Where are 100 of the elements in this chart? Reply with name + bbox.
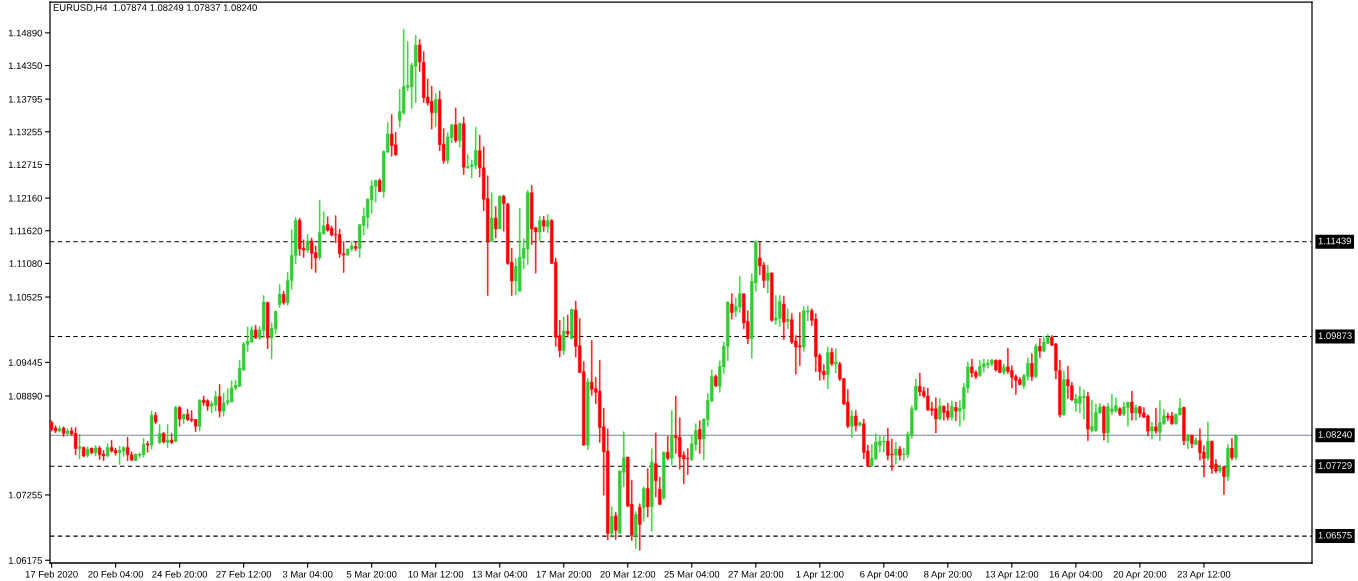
candlestick xyxy=(213,390,218,412)
candlestick xyxy=(221,392,226,417)
candlestick xyxy=(834,348,838,374)
candlestick xyxy=(1206,421,1210,461)
candlestick xyxy=(610,506,614,538)
candlestick xyxy=(1066,366,1070,399)
candlestick xyxy=(161,432,166,444)
candlestick xyxy=(934,397,938,434)
candlestick xyxy=(830,347,834,366)
candlestick xyxy=(97,445,102,460)
y-tick-label: 1.11620 xyxy=(9,227,42,235)
candlestick xyxy=(714,374,718,388)
candlestick xyxy=(562,316,566,356)
candlestick xyxy=(894,441,898,465)
candlestick xyxy=(1194,437,1198,446)
candlestick xyxy=(309,237,314,270)
x-tick-label: 5 Mar 20:00 xyxy=(346,570,397,578)
candlestick xyxy=(918,372,922,397)
candlestick xyxy=(261,295,266,339)
candlestick xyxy=(277,284,282,308)
candlestick xyxy=(61,426,66,437)
candlestick xyxy=(125,436,130,461)
candlestick xyxy=(982,358,986,373)
y-tick-label: 1.11080 xyxy=(9,260,42,267)
candlestick xyxy=(494,206,498,239)
candlestick xyxy=(390,114,394,157)
candlestick xyxy=(297,217,302,256)
candlestick xyxy=(89,447,94,455)
x-tick-label: 13 Mar 04:00 xyxy=(472,570,528,578)
candlestick xyxy=(1038,338,1042,359)
candlestick xyxy=(1186,433,1190,449)
ref-line-label: 1.08240 xyxy=(1318,431,1352,438)
candlestick xyxy=(1190,434,1194,449)
candlestick xyxy=(614,511,618,540)
y-tick-label: 1.12160 xyxy=(8,194,42,202)
candlestick xyxy=(650,448,654,532)
candlestick xyxy=(666,435,670,461)
ref-line-label: 1.11439 xyxy=(1318,237,1351,245)
y-tick-label: 1.13795 xyxy=(8,95,42,103)
y-tick-label: 1.08890 xyxy=(8,392,42,400)
candlestick xyxy=(782,295,786,340)
candlestick xyxy=(778,295,782,327)
candlestick xyxy=(638,503,642,551)
candlestick xyxy=(205,399,210,411)
candlestick xyxy=(85,446,90,458)
x-tick-label: 27 Mar 20:00 xyxy=(728,570,784,578)
candlestick xyxy=(229,380,234,403)
candlestick xyxy=(117,445,122,465)
candlestick xyxy=(253,324,258,339)
candlestick xyxy=(145,441,150,453)
candlestick xyxy=(217,384,222,418)
candlestick xyxy=(1222,465,1226,495)
candlestick xyxy=(986,359,990,369)
candlestick xyxy=(458,122,462,148)
candlestick xyxy=(1138,406,1142,418)
candlestick xyxy=(1030,353,1034,382)
candlestick xyxy=(738,275,742,313)
candlestick xyxy=(57,425,62,433)
candlestick xyxy=(265,301,270,350)
candlestick xyxy=(1090,399,1094,433)
candlestick xyxy=(133,453,138,461)
candlestick xyxy=(50,420,54,432)
x-tick-label: 25 Mar 04:00 xyxy=(664,570,720,578)
candlestick xyxy=(898,445,902,461)
candlestick xyxy=(434,93,438,127)
chart-title: EURUSD,H4 1.07874 1.08249 1.07837 1.08240 xyxy=(53,4,257,13)
candlestick xyxy=(990,358,994,367)
candlestick xyxy=(802,306,806,352)
candlestick xyxy=(454,107,458,143)
candlestick xyxy=(1166,412,1170,422)
candlestick xyxy=(378,178,382,193)
candlestick xyxy=(882,435,886,453)
candlestick xyxy=(1170,412,1174,425)
candlestick xyxy=(1042,336,1046,353)
y-tick-label: 1.10525 xyxy=(8,293,42,301)
candlestick xyxy=(1082,389,1086,420)
candlestick xyxy=(349,241,354,252)
candlestick xyxy=(1218,465,1222,474)
candlestick xyxy=(954,401,958,422)
ref-line-label: 1.06575 xyxy=(1318,531,1352,539)
candlestick xyxy=(305,234,310,253)
x-tick-label: 8 Apr 20:00 xyxy=(924,570,972,580)
candlestick xyxy=(950,400,954,421)
candlestick xyxy=(462,116,466,175)
candlestick xyxy=(1230,438,1234,461)
candlestick xyxy=(698,420,702,454)
candlestick xyxy=(546,214,550,233)
candlestick xyxy=(1226,444,1230,481)
candlestick xyxy=(970,358,974,378)
candlestick xyxy=(542,215,546,232)
y-tick-label: 1.09445 xyxy=(8,359,42,366)
candlestick xyxy=(786,308,790,330)
candlestick xyxy=(1210,440,1214,474)
candlestick xyxy=(353,241,358,251)
x-tick-label: 17 Mar 20:00 xyxy=(536,570,592,578)
candlestick xyxy=(566,314,570,338)
x-tick-label: 24 Feb 20:00 xyxy=(152,570,208,578)
x-tick-label: 20 Apr 20:00 xyxy=(1113,570,1167,580)
candlestick xyxy=(854,410,858,432)
candlestick xyxy=(73,427,78,455)
